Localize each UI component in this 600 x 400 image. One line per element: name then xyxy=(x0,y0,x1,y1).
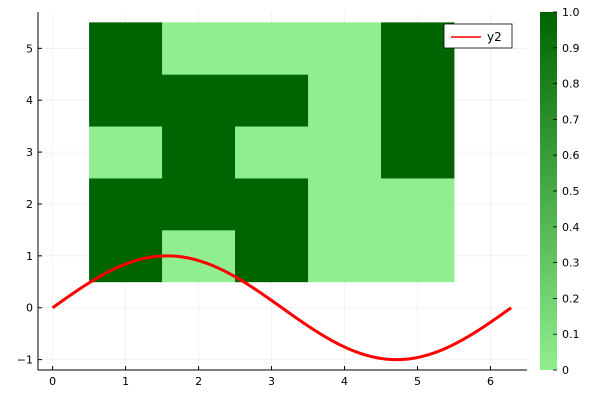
heatmap-cell xyxy=(235,74,309,127)
heatmap-cell xyxy=(235,126,309,179)
colorbar-tick-label: 1.0 xyxy=(562,6,580,19)
heatmap-cell xyxy=(162,178,236,231)
y-tick-label: −1 xyxy=(17,354,33,367)
colorbar-tick-label: 0.6 xyxy=(562,149,580,162)
heatmap-cell xyxy=(381,229,455,283)
colorbar-tick-label: 0.8 xyxy=(562,78,580,91)
heatmap-cell xyxy=(89,74,163,127)
heatmap-cell xyxy=(235,229,309,283)
y-tick-label: 1 xyxy=(26,250,33,263)
legend-label: y2 xyxy=(487,30,502,44)
y-tick-label: 4 xyxy=(26,94,33,107)
y-tick-label: 3 xyxy=(26,146,33,159)
heatmap-cell xyxy=(162,74,236,127)
line-series xyxy=(51,254,513,362)
colorbar-tick-label: 0.3 xyxy=(562,257,580,270)
colorbar-tick-label: 0.4 xyxy=(562,221,580,234)
heatmap-cell xyxy=(381,126,455,179)
colorbar-gradient xyxy=(540,12,557,370)
heatmap-cells xyxy=(89,22,455,283)
colorbar-tick-label: 0.2 xyxy=(562,292,580,305)
heatmap-cell xyxy=(308,126,382,179)
colorbar-tick-label: 0.5 xyxy=(562,185,580,198)
y-tick-labels: −1 0 1 2 3 4 5 xyxy=(17,42,33,366)
x-tick-labels: 0 1 2 3 4 5 6 xyxy=(49,375,494,388)
colorbar: 0 0.1 0.2 0.3 0.4 0.5 0.6 0.7 0.8 0.9 1.0 xyxy=(540,6,580,377)
heatmap-cell xyxy=(381,178,455,231)
y-tick-label: 5 xyxy=(26,42,33,55)
x-tick-label: 4 xyxy=(341,375,348,388)
colorbar-tick-label: 0.7 xyxy=(562,113,580,126)
x-tick-label: 3 xyxy=(268,375,275,388)
legend: y2 xyxy=(443,23,513,49)
heatmap-cell xyxy=(89,22,163,75)
series-line-y2 xyxy=(51,254,513,362)
heatmap-cell xyxy=(308,178,382,231)
heatmap-cell xyxy=(381,22,455,75)
x-tick-label: 6 xyxy=(487,375,494,388)
heatmap-cell xyxy=(381,74,455,127)
y-tick-label: 2 xyxy=(26,198,33,211)
legend-box xyxy=(443,23,513,49)
y-tick-label: 0 xyxy=(26,302,33,315)
heatmap-cell xyxy=(308,229,382,283)
heatmap-cell xyxy=(308,22,382,75)
x-tick-label: 1 xyxy=(122,375,129,388)
colorbar-tick-label: 0 xyxy=(562,364,569,377)
heatmap-cell xyxy=(235,178,309,231)
heatmap-cell xyxy=(89,126,163,179)
heatmap-cell xyxy=(162,126,236,179)
heatmap-cell xyxy=(89,178,163,231)
x-tick-label: 0 xyxy=(49,375,56,388)
heatmap-cell xyxy=(235,22,309,75)
heatmap-cell xyxy=(162,22,236,75)
x-tick-label: 2 xyxy=(195,375,202,388)
x-tick-label: 5 xyxy=(414,375,421,388)
colorbar-tick-label: 0.9 xyxy=(562,42,580,55)
axes xyxy=(37,12,527,371)
heatmap-cell xyxy=(308,74,382,127)
colorbar-tick-label: 0.1 xyxy=(562,328,580,341)
